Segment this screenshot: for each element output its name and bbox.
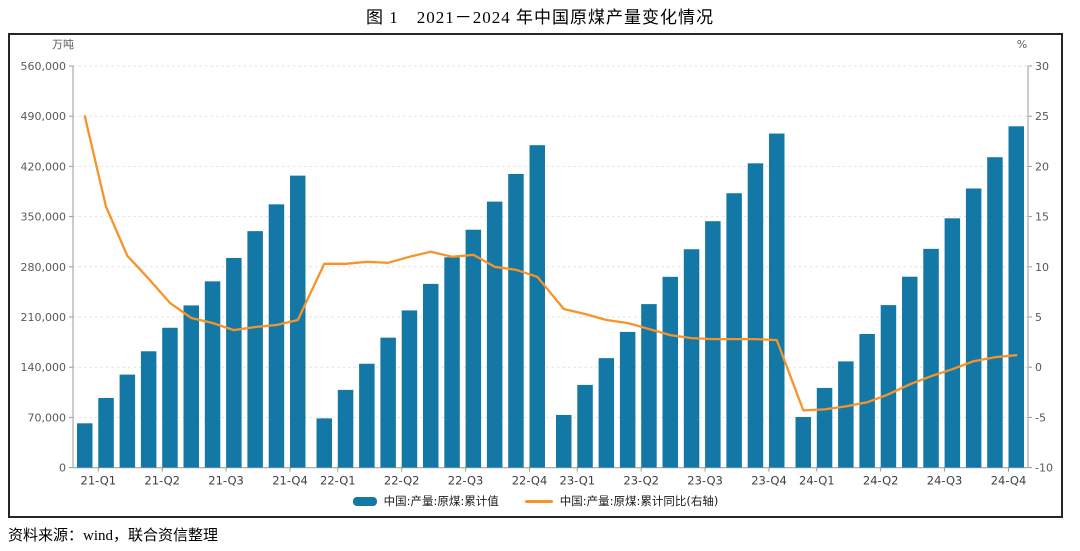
bar-2024-m6	[880, 305, 897, 468]
right-axis-tick-label: 30	[1035, 60, 1049, 73]
bar-2022-m3	[337, 389, 354, 468]
legend-item-bar-series: 中国:产量:原煤:累计值	[352, 493, 499, 509]
bar-2022-m6	[401, 310, 418, 468]
data-source-note: 资料来源：wind，联合资信整理	[8, 528, 219, 544]
bar-2023-m12	[769, 133, 785, 468]
bar-2024-m2	[795, 417, 811, 468]
bar-2024-m5	[859, 333, 875, 468]
bar-2021-m12	[290, 175, 306, 468]
right-axis-tick-label: 25	[1035, 110, 1049, 123]
bar-2023-m3	[577, 384, 593, 468]
bar-2022-m4	[359, 363, 375, 468]
bar-2021-m7	[183, 305, 199, 468]
bar-2021-m2	[77, 423, 93, 468]
line-series-swatch-icon	[524, 499, 553, 503]
x-axis-tick-label: 24-Q1	[799, 474, 835, 488]
x-axis-tick-label: 21-Q1	[81, 474, 117, 488]
bar-2024-m7	[902, 276, 918, 468]
bar-2023-m5	[619, 331, 636, 468]
left-axis-tick-label: 280,000	[21, 261, 67, 274]
bar-2023-m8	[683, 249, 700, 468]
x-axis-tick-label: 22-Q4	[512, 474, 548, 488]
x-axis-tick-label: 24-Q3	[927, 474, 963, 488]
bar-2024-m12	[1008, 126, 1024, 468]
bar-2021-m11	[268, 204, 285, 468]
x-axis-tick-label: 22-Q2	[384, 474, 420, 488]
bar-2021-m9	[226, 257, 242, 468]
x-axis-tick-label: 23-Q1	[560, 474, 596, 488]
right-axis-unit-label: %	[1017, 38, 1027, 51]
right-axis-tick-label: 5	[1035, 311, 1042, 324]
bar-2022-m2	[316, 418, 332, 468]
bar-2022-m10	[486, 201, 503, 468]
x-axis-tick-label: 23-Q2	[623, 474, 659, 488]
bar-2024-m8	[923, 248, 939, 468]
x-axis-tick-label: 23-Q4	[751, 474, 787, 488]
x-axis-tick-label: 23-Q3	[687, 474, 723, 488]
left-axis-tick-label: 210,000	[21, 311, 67, 324]
right-axis-tick-label: 0	[1035, 361, 1042, 374]
bar-2023-m2	[556, 414, 572, 468]
bar-2024-m10	[965, 188, 982, 468]
left-axis-tick-label: 0	[59, 462, 66, 475]
bar-2021-m10	[247, 231, 263, 468]
bar-2024-m11	[987, 157, 1003, 468]
bar-series-swatch-icon	[352, 496, 377, 506]
x-axis-tick-label: 22-Q3	[448, 474, 484, 488]
bar-2021-m4	[119, 374, 136, 468]
bar-2021-m3	[98, 397, 114, 468]
bar-series-label: 中国:产量:原煤:累计值	[383, 494, 499, 508]
left-axis-tick-label: 70,000	[28, 411, 67, 424]
left-axis-tick-label: 560,000	[21, 60, 67, 73]
bar-2023-m10	[726, 193, 742, 468]
left-axis-tick-label: 140,000	[21, 361, 67, 374]
legend-item-line-series: 中国:产量:原煤:累计同比(右轴)	[524, 493, 719, 509]
right-axis-tick-label: 10	[1035, 261, 1049, 274]
bar-2023-m7	[662, 276, 678, 468]
right-axis-tick-label: -5	[1035, 411, 1046, 424]
right-axis-tick-label: 20	[1035, 160, 1049, 173]
bar-2022-m5	[380, 337, 396, 468]
figure-frame: 0 -10 70,000 -5 140,000 0 210,000 5 280,000 10 350…	[8, 33, 1063, 518]
line-series-label: 中国:产量:原煤:累计同比(右轴)	[559, 494, 719, 508]
bar-2021-m8	[204, 281, 221, 468]
bar-2022-m7	[423, 283, 439, 468]
bar-2021-m6	[162, 327, 178, 468]
bar-2022-m12	[529, 145, 545, 468]
bar-2024-m3	[816, 387, 833, 468]
bar-2024-m4	[838, 361, 854, 468]
bar-2022-m9	[465, 229, 482, 468]
bar-2021-m5	[140, 351, 157, 468]
coal-production-chart: 0 -10 70,000 -5 140,000 0 210,000 5 280,000 10 350…	[21, 38, 1053, 488]
yoy-growth-line	[83, 115, 1018, 412]
x-axis-tick-label: 21-Q2	[144, 474, 180, 488]
left-axis-unit-label: 万吨	[52, 38, 74, 51]
x-axis-tick-label: 24-Q4	[991, 474, 1027, 488]
chart-legend: 中国:产量:原煤:累计值 中国:产量:原煤:累计同比(右轴)	[10, 493, 1061, 509]
x-axis-tick-label: 21-Q3	[208, 474, 244, 488]
bar-2022-m11	[508, 174, 524, 468]
right-axis-tick-label: 15	[1035, 211, 1049, 224]
bar-2022-m8	[444, 257, 460, 468]
bar-2023-m9	[705, 221, 721, 468]
left-axis-tick-label: 420,000	[21, 160, 67, 173]
bar-2024-m9	[944, 218, 961, 468]
bar-2023-m4	[598, 358, 615, 468]
left-axis-tick-label: 350,000	[21, 211, 67, 224]
bar-2023-m6	[641, 304, 657, 468]
bar-2023-m11	[747, 163, 764, 468]
x-axis-tick-label: 22-Q1	[320, 474, 356, 488]
figure-title: 图 1 2021－2024 年中国原煤产量变化情况	[366, 8, 714, 27]
x-axis-tick-label: 24-Q2	[863, 474, 899, 488]
left-axis-tick-label: 490,000	[21, 110, 67, 123]
x-axis-tick-label: 21-Q4	[272, 474, 308, 488]
right-axis-tick-label: -10	[1035, 462, 1053, 475]
